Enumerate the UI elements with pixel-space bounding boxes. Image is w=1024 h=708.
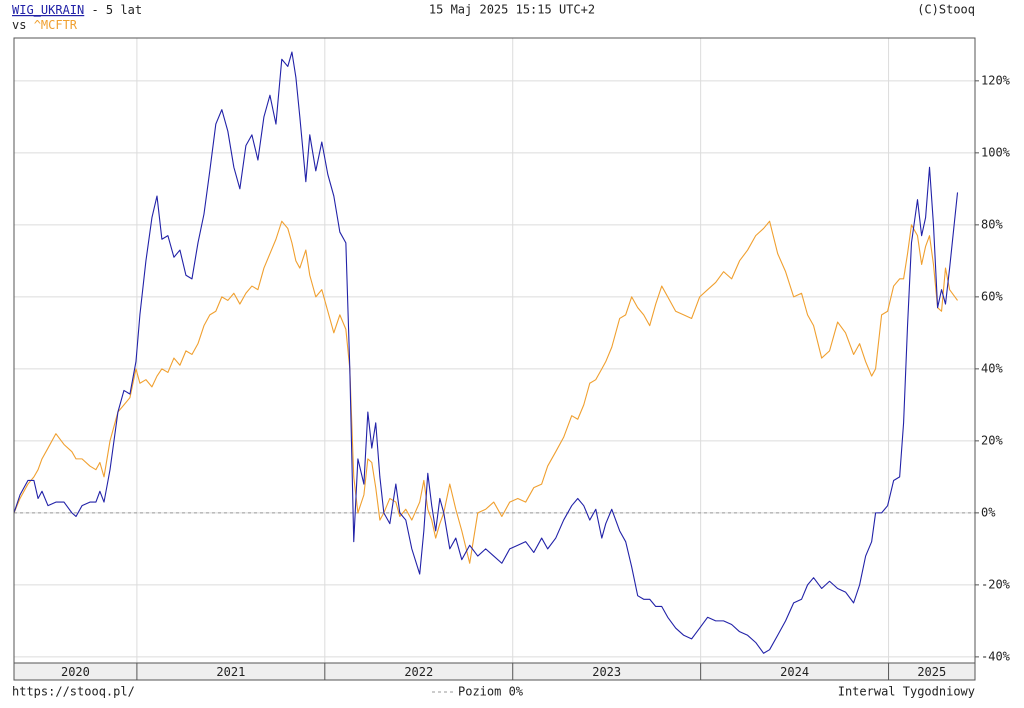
y-tick-label: -20%	[981, 577, 1011, 591]
x-tick-label: 2025	[917, 665, 946, 679]
x-tick-label: 2020	[61, 665, 90, 679]
source: https://stooq.pl/	[12, 685, 135, 699]
compare-label: vs	[12, 18, 26, 32]
chart-title: - 5 lat	[91, 3, 142, 17]
y-tick-label: 40%	[981, 361, 1003, 375]
title-line: WIG_UKRAIN - 5 lat	[12, 3, 142, 17]
x-tick-label: 2024	[780, 665, 809, 679]
y-tick-label: 80%	[981, 217, 1003, 231]
year-strip	[13, 662, 976, 681]
reference-label: Poziom 0%	[458, 685, 524, 699]
y-tick-label: 0%	[981, 505, 996, 519]
timestamp: 15 Maj 2025 15:15 UTC+2	[429, 3, 595, 17]
interval: Interwal Tygodniowy	[838, 685, 975, 699]
x-tick-label: 2023	[592, 665, 621, 679]
x-tick-label: 2021	[216, 665, 245, 679]
series-line	[13, 51, 959, 654]
plot-border	[13, 37, 976, 664]
y-tick-label: -40%	[981, 649, 1011, 663]
series-name: ^MCFTR	[34, 18, 78, 32]
y-tick-label: 120%	[981, 73, 1011, 87]
copyright: (C)Stooq	[917, 3, 975, 17]
x-tick-label: 2022	[404, 665, 433, 679]
y-tick-label: 100%	[981, 145, 1011, 159]
plot-area: -40% -20% 0% 20% 40% 60% 80% 100% 120% 2020 2021 20…	[13, 37, 1011, 681]
y-tick-label: 20%	[981, 433, 1003, 447]
series-name: WIG_UKRAIN	[12, 3, 84, 17]
y-tick-label: 60%	[981, 289, 1003, 303]
compare-line: vs ^MCFTR	[12, 18, 78, 32]
